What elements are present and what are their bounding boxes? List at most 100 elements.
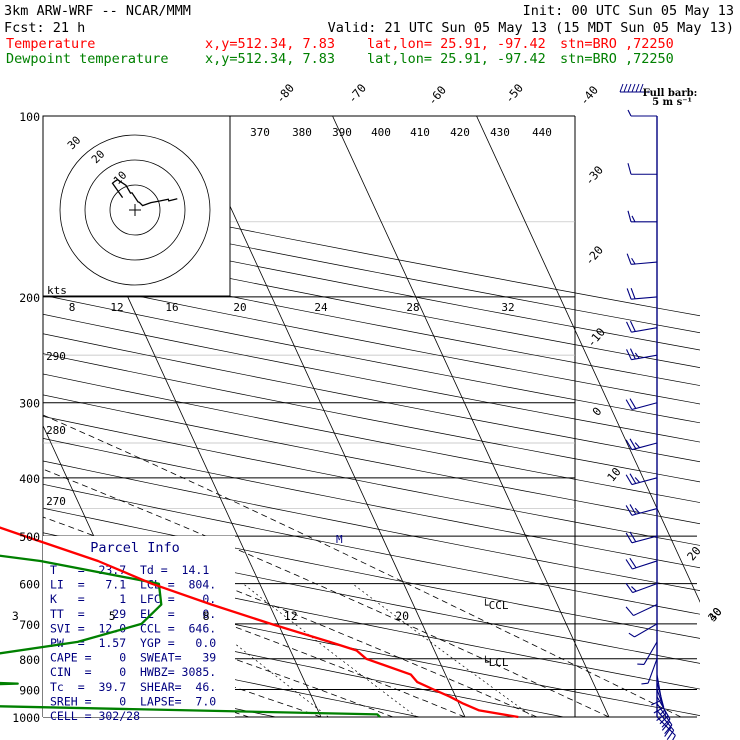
wind-barb bbox=[625, 531, 658, 544]
wind-barb-feather bbox=[629, 348, 636, 360]
wind-barb bbox=[627, 109, 657, 117]
isotherm-label: -60 bbox=[425, 83, 449, 108]
pressure-tick-label: 900 bbox=[19, 683, 40, 697]
barb-legend-feather bbox=[619, 83, 624, 93]
parcel-info-row: CAPE = 0 SWEAT= 39 bbox=[50, 651, 216, 665]
wind-barb-staff bbox=[631, 508, 658, 516]
wind-barb-staff bbox=[631, 535, 658, 544]
dry-adiabat-line bbox=[43, 583, 700, 716]
wind-barb-feather bbox=[626, 349, 632, 360]
wind-barb bbox=[625, 473, 658, 486]
wind-barb bbox=[656, 703, 673, 735]
wind-barb bbox=[637, 641, 658, 665]
wind-barb-staff bbox=[656, 689, 667, 715]
temperature-station: stn=BRO ,72250 bbox=[560, 36, 674, 52]
wind-barb-feather bbox=[629, 557, 637, 569]
wind-barb-feather bbox=[664, 726, 672, 737]
wind-barb bbox=[626, 253, 658, 265]
init-time: Init: 00 UTC Sun 05 May 13 bbox=[523, 3, 734, 19]
parcel-info-row: T = 23.7 Td = 14.1 bbox=[50, 563, 209, 577]
dry-adiabat-line bbox=[43, 240, 700, 368]
mixing-ratio-label: 8 bbox=[203, 609, 210, 623]
theta-label: 270 bbox=[46, 495, 66, 508]
dry-adiabat-line bbox=[43, 638, 422, 717]
wind-barb-feather bbox=[653, 706, 665, 714]
wind-barb-feather bbox=[629, 320, 636, 332]
wind-barb bbox=[625, 557, 658, 570]
dry-adiabat-line bbox=[43, 333, 700, 463]
hodograph-trace bbox=[111, 178, 178, 207]
wind-barb bbox=[625, 582, 658, 594]
wind-barb-feather bbox=[629, 504, 637, 515]
parcel-info-row: TT = 29 EL = 0. bbox=[50, 607, 216, 621]
speed-scale-label: 32 bbox=[501, 301, 514, 314]
pressure-tick-label: 400 bbox=[19, 472, 40, 486]
wind-barb-feather bbox=[650, 699, 662, 706]
barb-legend-feather bbox=[639, 83, 644, 93]
wind-barb bbox=[628, 623, 658, 638]
wind-barb-feather bbox=[626, 321, 632, 333]
wind-barb-feather bbox=[630, 287, 636, 300]
dry-adiabat-line bbox=[0, 116, 46, 730]
wind-barb-staff bbox=[656, 674, 663, 701]
wind-barb-feather bbox=[631, 586, 637, 592]
wind-barb-staff bbox=[631, 477, 658, 486]
dry-adiabat-line bbox=[43, 460, 700, 592]
parcel-info-row: CIN = 0 HWBZ= 3085. bbox=[50, 665, 216, 679]
theta-label: 400 bbox=[371, 126, 391, 139]
wind-barb bbox=[626, 320, 658, 333]
parcel-info-row: LI = 7.1 LCL = 804. bbox=[50, 578, 216, 592]
wind-barb-feather bbox=[634, 442, 641, 449]
speed-scale-label: 20 bbox=[233, 301, 246, 314]
barb-legend-feather bbox=[627, 83, 632, 93]
dry-adiabat-line bbox=[43, 276, 700, 405]
pressure-tick-label: 600 bbox=[19, 578, 40, 592]
wind-barb bbox=[626, 287, 658, 300]
theta-label: 370 bbox=[250, 126, 270, 139]
dry-adiabat-line bbox=[43, 353, 700, 483]
wind-barb-feather bbox=[661, 721, 671, 731]
mixing-ratio-label: 20 bbox=[395, 609, 409, 623]
wind-barb-feather bbox=[661, 718, 671, 728]
barb-legend-units: 5 m s⁻¹ bbox=[652, 97, 692, 108]
mixing-ratio-label: 5 bbox=[109, 609, 116, 623]
theta-label: 410 bbox=[410, 126, 430, 139]
theta-label: 390 bbox=[332, 126, 352, 139]
wind-barb-feather bbox=[659, 709, 665, 716]
wind-barb-feather bbox=[629, 398, 637, 409]
wind-barb-feather bbox=[627, 210, 632, 222]
wind-barb bbox=[650, 674, 663, 706]
pressure-tick-label: 800 bbox=[19, 653, 40, 667]
wind-barb bbox=[625, 398, 658, 411]
dewpoint-legend-label: Dewpoint temperature bbox=[6, 51, 169, 67]
barb-legend-title: Full barb: bbox=[643, 88, 698, 99]
theta-label: 290 bbox=[46, 350, 66, 363]
speed-scale-label: 28 bbox=[406, 301, 419, 314]
temperature-latlon: lat,lon= 25.91, -97.42 bbox=[367, 36, 546, 52]
speed-scale-label: 24 bbox=[314, 301, 328, 314]
wind-barb-feather bbox=[625, 399, 633, 410]
dewpoint-latlon: lat,lon= 25.91, -97.42 bbox=[367, 51, 546, 67]
wind-barb-feather bbox=[634, 352, 640, 359]
ccl-marker-label: └CCL bbox=[482, 598, 509, 612]
dewpoint-xy: x,y=512.34, 7.83 bbox=[205, 51, 335, 67]
wind-barb-staff bbox=[631, 296, 658, 300]
wind-barb bbox=[641, 658, 658, 685]
traces-layer bbox=[0, 526, 519, 719]
wind-barb-feather bbox=[634, 507, 641, 514]
isotherm-label: -80 bbox=[273, 81, 297, 106]
temperature-xy: x,y=512.34, 7.83 bbox=[205, 36, 335, 52]
wind-barb-feather bbox=[625, 505, 633, 516]
isotherm-line bbox=[332, 116, 610, 717]
wind-barb-feather bbox=[672, 735, 676, 740]
wind-barb-feather bbox=[631, 215, 636, 223]
wind-barb-feather bbox=[625, 606, 634, 616]
temperature-legend-label: Temperature bbox=[6, 36, 95, 52]
wind-barb-feather bbox=[631, 257, 636, 265]
isotherm-label: 0 bbox=[589, 404, 604, 418]
lcl-marker-label: └LCL bbox=[482, 655, 509, 669]
model-title: 3km ARW-WRF -- NCAR/MMM bbox=[4, 3, 191, 19]
isotherm-label: 20 bbox=[684, 544, 704, 564]
parcel-info-row: Tc = 39.7 SHEAR= 46. bbox=[50, 680, 216, 694]
